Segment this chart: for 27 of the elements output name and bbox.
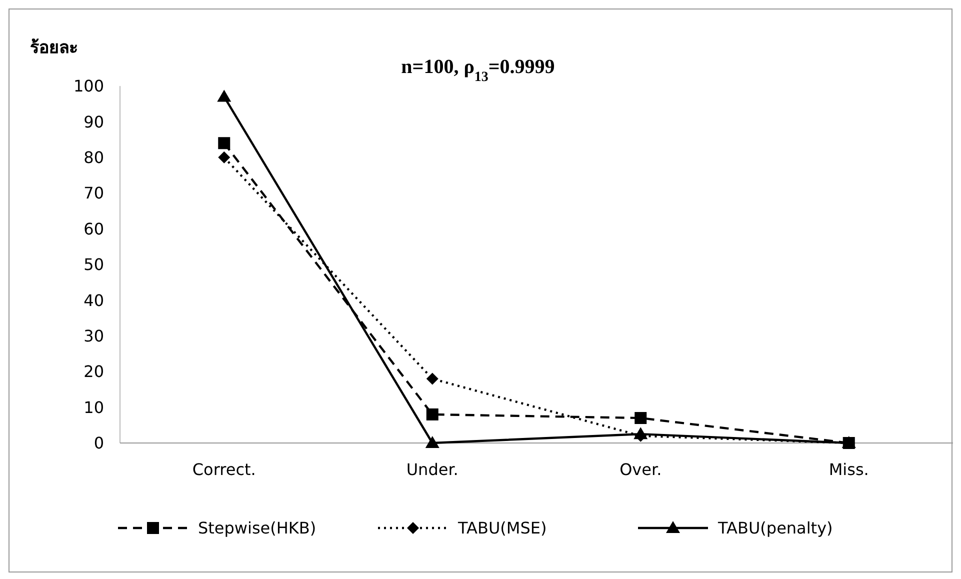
x-tick-label: Under.	[406, 460, 458, 479]
x-tick-label: Miss.	[828, 460, 869, 479]
point	[426, 408, 438, 420]
point	[218, 137, 230, 150]
point	[425, 436, 440, 448]
y-tick-label: 100	[73, 76, 104, 96]
y-tick-label: 20	[84, 362, 104, 382]
legend-label: TABU(MSE)	[457, 518, 547, 538]
y-axis-title: ร้อยละ	[30, 38, 78, 58]
y-tick-label: 80	[84, 148, 104, 167]
y-tick-label: 70	[84, 184, 104, 203]
point	[217, 90, 232, 102]
y-tick-label: 10	[84, 398, 104, 417]
y-tick-label: 40	[84, 290, 104, 310]
y-tick-label: 90	[84, 112, 104, 132]
point	[218, 151, 230, 164]
y-tick-label: 60	[84, 219, 104, 238]
chart-title: n=100, ρ$_{13}$=0.9999	[401, 56, 555, 84]
legend-label: Stepwise(HKB)	[198, 518, 316, 538]
point	[634, 412, 647, 424]
legend-label: TABU(penalty)	[717, 518, 833, 538]
y-tick-label: 30	[84, 326, 104, 346]
y-tick-label: 0	[94, 434, 104, 453]
y-tick-label: 50	[84, 255, 104, 274]
x-tick-label: Correct.	[192, 460, 256, 479]
point	[426, 372, 438, 385]
x-tick-label: Over.	[620, 460, 662, 479]
